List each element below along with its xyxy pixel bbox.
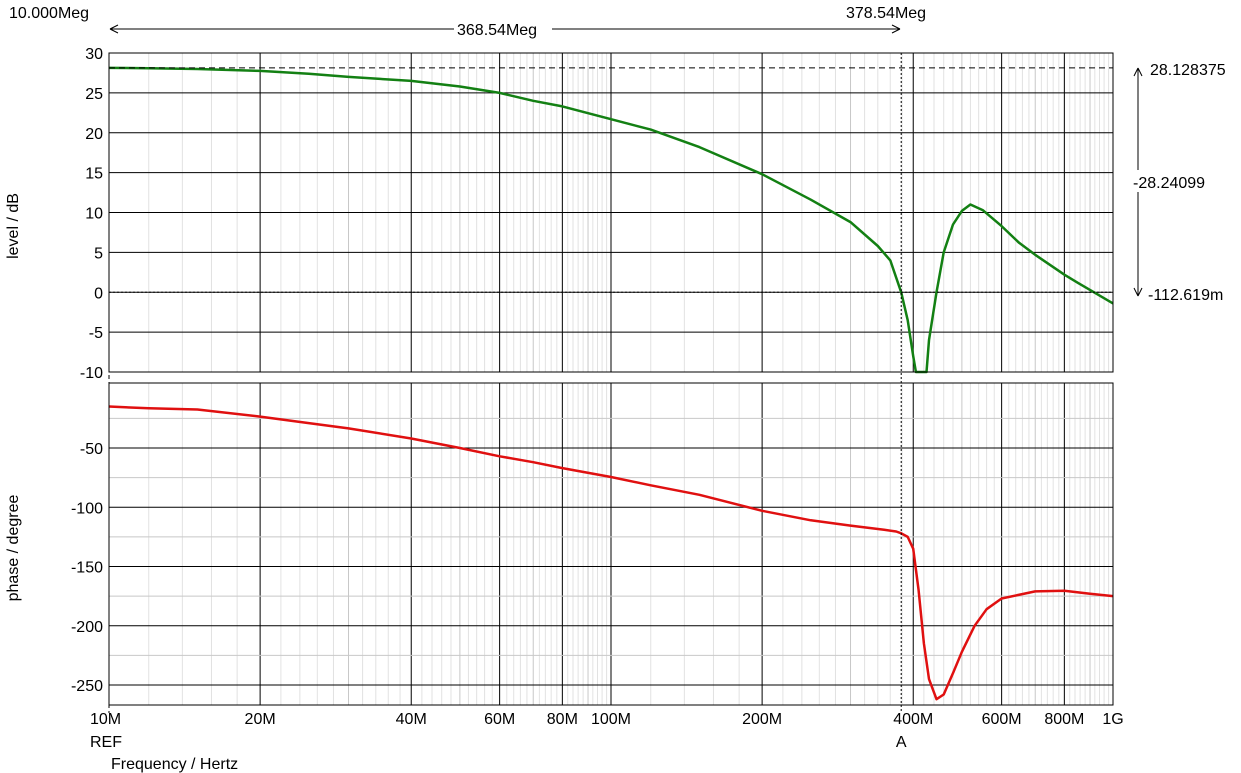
magnitude-y-tick-label: 0 — [94, 285, 103, 302]
x-tick-label: 600M — [982, 711, 1022, 728]
phase-y-axis-title: phase / degree — [5, 495, 22, 602]
x-tick-label: 1G — [1102, 711, 1123, 728]
delta-value-readout: -28.24099 — [1133, 175, 1205, 192]
x-axis-title: Frequency / Hertz — [111, 756, 238, 773]
a-frequency-readout: 378.54Meg — [846, 5, 926, 22]
x-tick-label: 400M — [893, 711, 933, 728]
phase-y-tick-label: -250 — [71, 678, 103, 695]
phase-y-tick-label: -150 — [71, 560, 103, 577]
magnitude-y-tick-label: -5 — [89, 325, 103, 342]
x-tick-label: 800M — [1044, 711, 1084, 728]
delta-frequency-arrow — [109, 24, 901, 34]
magnitude-panel-frame — [108, 52, 1114, 373]
x-tick-label: 200M — [742, 711, 782, 728]
delta-frequency-readout: 368.54Meg — [457, 22, 537, 39]
ref-marker-label: REF — [90, 734, 122, 751]
magnitude-y-tick-label: 30 — [85, 46, 103, 63]
x-tick-label: 40M — [396, 711, 427, 728]
x-tick-label: 20M — [245, 711, 276, 728]
magnitude-y-tick-label: 25 — [85, 86, 103, 103]
grid-layer — [108, 52, 1114, 705]
magnitude-y-tick-label: 20 — [85, 126, 103, 143]
x-tick-label: 100M — [591, 711, 631, 728]
a-marker-label: A — [896, 734, 907, 751]
x-tick-label: 80M — [547, 711, 578, 728]
phase-y-tick-label: -50 — [80, 441, 103, 458]
phase-y-tick-label: -100 — [71, 500, 103, 517]
tick-label-layer: 30 25 20 15 10 5 0 -5 -10 -50 -100 -150 -200 -250 10M 2… — [71, 46, 1124, 728]
series-layer — [108, 66, 1114, 701]
magnitude-y-tick-label: 10 — [85, 206, 103, 223]
phase-series-line — [108, 405, 1114, 701]
magnitude-y-axis-title: level / dB — [5, 193, 22, 259]
magnitude-y-tick-label: 15 — [85, 166, 103, 183]
x-tick-label: 60M — [484, 711, 515, 728]
magnitude-series-line — [108, 66, 1114, 374]
delta-value-arrow — [1133, 67, 1143, 297]
magnitude-y-tick-label: -10 — [80, 365, 103, 382]
ref-frequency-readout: 10.000Meg — [9, 5, 89, 22]
x-tick-label: 10M — [90, 711, 121, 728]
bottom-value-readout: -112.619m — [1148, 287, 1223, 304]
phase-y-tick-label: -200 — [71, 619, 103, 636]
cursor-layer — [108, 53, 1113, 713]
top-value-readout: 28.128375 — [1150, 62, 1226, 79]
magnitude-y-tick-label: 5 — [94, 245, 103, 262]
